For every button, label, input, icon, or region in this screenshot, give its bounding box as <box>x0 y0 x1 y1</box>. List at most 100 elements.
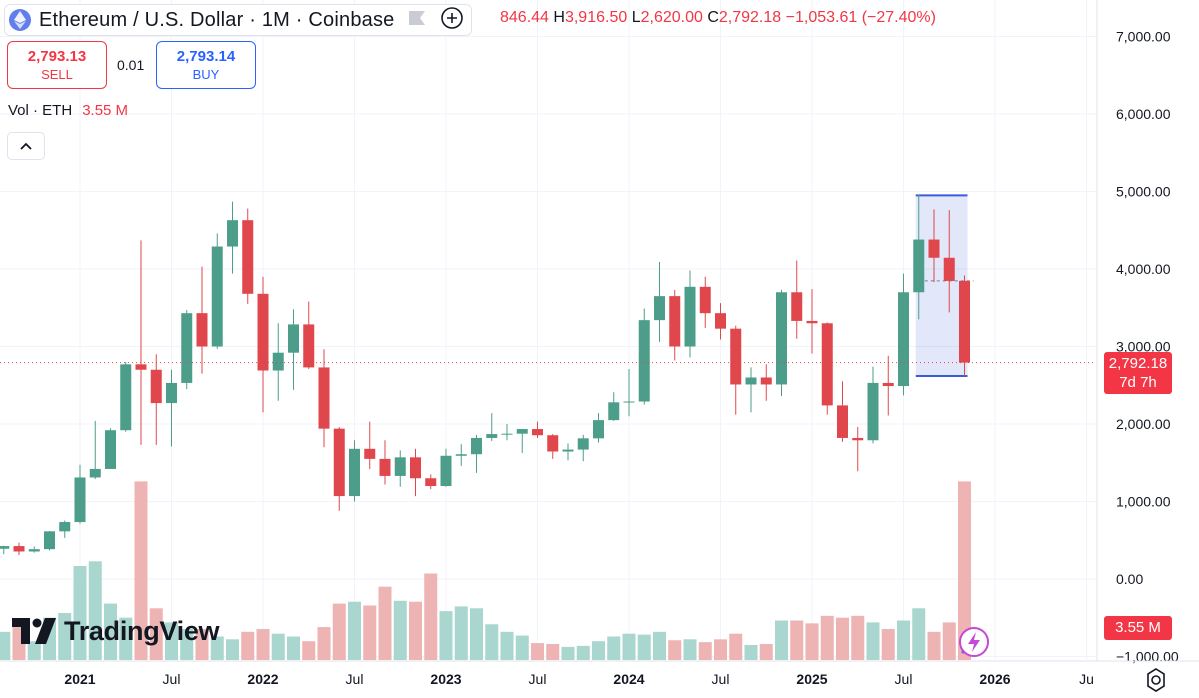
candle-body <box>608 402 620 421</box>
symbol-title[interactable]: Ethereum / U.S. Dollar · 1M · Coinbase <box>39 8 395 31</box>
candle-body <box>394 457 406 476</box>
volume-bar <box>607 636 621 660</box>
candle-body <box>593 420 604 439</box>
flag-icon[interactable] <box>408 10 425 30</box>
volume-bar <box>836 617 849 660</box>
candle <box>898 273 909 396</box>
volume-bar <box>912 608 926 660</box>
candle <box>28 546 40 553</box>
settings-button[interactable] <box>1143 667 1169 698</box>
symbol-header[interactable]: Ethereum / U.S. Dollar · 1M · Coinbase <box>4 4 472 36</box>
volume-legend[interactable]: Vol · ETH 3.55 M <box>8 102 128 119</box>
candle-body <box>928 239 940 258</box>
buy-label: BUY <box>192 67 220 82</box>
volume-bar <box>714 639 727 660</box>
volume-bar <box>439 611 453 660</box>
settings-icon <box>1147 668 1165 692</box>
y-tick-label: 5,000.00 <box>1116 184 1171 200</box>
candle-body <box>471 437 482 455</box>
candle-body <box>501 433 513 435</box>
price-range-drawing[interactable] <box>915 194 974 377</box>
candle <box>501 424 513 441</box>
sell-button[interactable]: 2,793.13 SELL <box>7 41 107 89</box>
candle-body <box>227 220 238 247</box>
volume-bar <box>134 481 148 660</box>
candle-body <box>74 477 86 523</box>
candle <box>227 201 238 274</box>
candle <box>13 542 25 555</box>
volume-bar <box>302 641 316 660</box>
volume-bar <box>409 601 422 660</box>
candle <box>471 434 482 473</box>
candle-body <box>181 313 193 383</box>
volume-bar <box>454 606 468 660</box>
buy-button[interactable]: 2,793.14 BUY <box>156 41 256 89</box>
volume-bar <box>775 620 788 660</box>
buy-price: 2,793.14 <box>176 48 236 65</box>
volume-bar <box>119 617 133 660</box>
y-tick-label: 0.00 <box>1116 571 1143 587</box>
volume-bar <box>515 635 529 660</box>
volume-bar <box>363 605 377 660</box>
candle-body <box>89 468 101 478</box>
candle <box>608 392 620 421</box>
ethereum-icon <box>9 9 31 31</box>
y-tick-label: 6,000.00 <box>1116 106 1171 122</box>
candle <box>364 421 376 469</box>
candle <box>943 210 955 313</box>
volume-bar <box>180 628 194 660</box>
tradingview-logo[interactable]: TradingView <box>12 614 220 648</box>
volume-bar <box>226 639 239 660</box>
candle-body <box>852 437 864 441</box>
candle-body <box>867 382 879 441</box>
candle <box>196 266 208 374</box>
lightning-badge[interactable] <box>957 625 991 664</box>
candle-body <box>882 382 894 387</box>
candle-body <box>242 220 254 294</box>
candle <box>486 413 498 442</box>
volume-bar <box>424 573 438 660</box>
candle-body <box>959 280 970 363</box>
candle <box>394 450 406 487</box>
collapse-legend-button[interactable] <box>7 132 45 160</box>
volume-bar <box>256 628 270 660</box>
last-price-value: 2,792.18 <box>1108 355 1168 372</box>
candle-body <box>211 246 223 347</box>
candle <box>593 413 604 443</box>
candle <box>120 362 132 432</box>
candle <box>684 270 696 358</box>
volume-bar <box>820 615 834 660</box>
candle-body <box>379 458 391 476</box>
candle <box>638 308 650 405</box>
candle-body <box>333 428 345 497</box>
candle-body <box>821 323 833 406</box>
candle-body <box>0 546 10 549</box>
ohlc-values: 846.44 H3,916.50 L2,620.00 C2,792.18 −1,… <box>500 9 936 27</box>
ohlc-high-label: H <box>553 9 565 26</box>
volume-bar <box>744 644 758 660</box>
x-tick-label: 2026 <box>979 671 1010 687</box>
add-compare-icon[interactable] <box>439 6 465 34</box>
volume-bar <box>637 634 651 660</box>
x-tick-label: Jul <box>346 671 364 687</box>
candle-body <box>837 405 848 438</box>
ohlc-open: 846.44 <box>500 9 549 26</box>
candle-body <box>806 320 818 324</box>
lightning-icon <box>959 627 989 657</box>
candle <box>44 530 55 551</box>
candlesticks <box>0 194 970 555</box>
volume-legend-value: 3.55 M <box>82 102 129 119</box>
last-price-label: 2,792.18 7d 7h <box>1104 352 1172 394</box>
range-box[interactable] <box>915 195 968 376</box>
candle-body <box>943 257 955 281</box>
tradingview-logo-icon <box>12 618 56 644</box>
volume-bar <box>348 601 361 660</box>
price-axis[interactable]: −1,000.00 0.00 1,000.00 2,000.00 3,000.00 4,0… <box>1096 0 1179 665</box>
candle-body <box>730 328 742 385</box>
time-axis[interactable]: 2021 Jul 2022 Jul 2023 Jul 2024 Jul 2025 Jul 2026 J… <box>0 660 1199 687</box>
volume-bar <box>73 566 87 660</box>
candle-body <box>898 292 909 387</box>
candle <box>242 208 254 304</box>
candle-body <box>913 239 925 293</box>
